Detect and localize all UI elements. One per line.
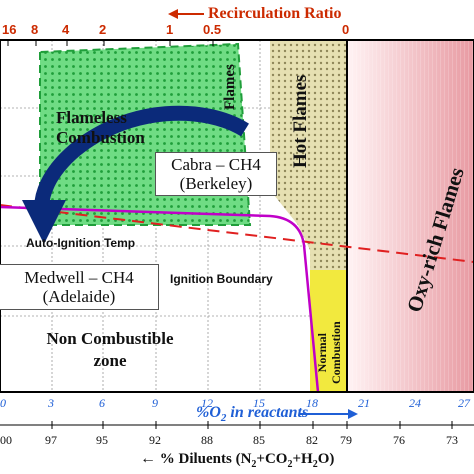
normal-combustion-label-line2: Combustion	[329, 321, 343, 384]
hot-flames-label: Hot Flames	[290, 74, 311, 168]
normal-combustion-label-line1: Normal	[315, 333, 329, 373]
o2-axis-arrow-head	[348, 409, 358, 419]
diluent-axis-title-a: % Diluents (N	[159, 451, 252, 467]
oxy-rich-region-texture	[347, 40, 474, 392]
o2-axis-title-sub: 2	[220, 412, 227, 425]
recirculation-axis-title: Recirculation Ratio	[208, 5, 342, 22]
trend-arrow-shaft	[34, 105, 249, 213]
medwell-case-box: Medwell – CH4 (Adelaide)	[0, 264, 159, 310]
diluent-axis-sub1: 2	[251, 459, 257, 470]
top-tick-label: 2	[99, 22, 107, 37]
o2-tick-label: 9	[152, 396, 158, 410]
o2-tick-label: 3	[48, 396, 54, 410]
diluent-tick-label: 97	[45, 433, 57, 447]
diluent-tick-label: 95	[96, 433, 108, 447]
top-axis-tick-marks	[7, 40, 348, 46]
normal-combustion-label: Normal Combustion	[315, 321, 343, 384]
flames-label: Flames	[222, 64, 238, 110]
diluent-tick-label: 88	[201, 433, 213, 447]
medwell-case-line1: Medwell – CH4	[24, 268, 134, 287]
auto-ignition-label: Auto-Ignition Temp	[26, 236, 136, 250]
o2-axis-title: %O2 in reactants	[196, 404, 308, 424]
ignition-boundary-curve	[0, 205, 320, 393]
cabra-case-line1: Cabra – CH4	[171, 155, 261, 174]
flameless-combustion-label: Flameless Combustion	[56, 108, 145, 147]
diluent-tick-label: 00	[0, 433, 12, 447]
medwell-case-line2: (Adelaide)	[42, 287, 116, 306]
diluent-axis-title-b: +CO	[256, 451, 288, 467]
diluent-axis-arrow: ←	[140, 450, 156, 467]
top-tick-label: 0.5	[203, 22, 222, 37]
ignition-boundary-label: Ignition Boundary	[170, 272, 273, 286]
non-combustible-zone-label: Non Combustible zone	[20, 328, 200, 372]
recirculation-arrow-head	[168, 9, 178, 19]
diluent-axis-title-d: O)	[317, 451, 335, 467]
o2-tick-label: 15	[253, 396, 265, 410]
o2-tick-label: 27	[458, 396, 470, 410]
top-tick-label: 0	[342, 22, 350, 37]
cabra-case-line2: (Berkeley)	[179, 174, 253, 193]
auto-ignition-line	[0, 204, 474, 263]
o2-axis-title-rest: in reactants	[226, 404, 309, 421]
diluent-tick-label: 85	[253, 433, 265, 447]
o2-axis-title-prefix: %O	[196, 404, 221, 421]
diluent-axis-title-c: +H	[292, 451, 313, 467]
top-tick-label: 4	[62, 22, 70, 37]
diluent-axis-title: ← % Diluents (N2+CO2+H2O)	[140, 450, 334, 470]
top-tick-label: 16	[2, 22, 17, 37]
diluent-axis-sub3: 2	[312, 459, 318, 470]
diluent-tick-label: 79	[340, 433, 352, 447]
diluent-axis-ticks	[51, 421, 453, 429]
diluent-tick-label: 76	[393, 433, 405, 447]
diluent-tick-label: 73	[446, 433, 458, 447]
top-tick-label: 8	[31, 22, 39, 37]
non-combustible-label-line1: Non Combustible	[46, 329, 174, 348]
non-combustible-label-line2: zone	[93, 351, 127, 370]
plot-frame	[0, 39, 474, 393]
trend-arrow-head	[22, 200, 66, 244]
o2-tick-label: 24	[409, 396, 421, 410]
o2-tick-label: 21	[358, 396, 370, 410]
diluent-tick-label: 92	[149, 433, 161, 447]
o2-tick-label: 12	[201, 396, 213, 410]
o2-tick-label: 6	[99, 396, 105, 410]
o2-tick-label: 0	[0, 396, 6, 410]
cabra-case-box: Cabra – CH4 (Berkeley)	[155, 152, 277, 196]
diluent-axis-sub2: 2	[287, 459, 293, 470]
o2-tick-label: 18	[306, 396, 318, 410]
top-tick-label: 1	[166, 22, 174, 37]
diluent-tick-label: 82	[306, 433, 318, 447]
